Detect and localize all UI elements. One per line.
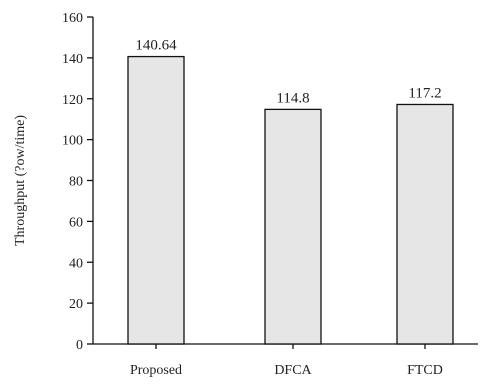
y-axis-title: Throughput (?ow/time) [13, 115, 28, 246]
x-tick-label: FTCD [407, 363, 443, 378]
y-tick-label: 20 [69, 297, 83, 312]
bar-ftcd [396, 103, 454, 345]
x-tick-label: Proposed [130, 363, 182, 378]
data-label: 117.2 [408, 85, 441, 101]
data-labels: 140.64 114.8 117.2 [135, 38, 441, 107]
y-tick-label: 160 [62, 11, 83, 26]
bar-proposed [127, 55, 185, 345]
y-tick-label: 120 [62, 93, 83, 108]
data-label: 114.8 [276, 90, 309, 106]
y-tick-label: 100 [62, 134, 83, 149]
y-tick-label: 0 [76, 338, 83, 353]
y-ticks: 0 20 40 60 80 100 120 140 160 [62, 11, 93, 353]
y-tick-label: 60 [69, 215, 83, 230]
bar-dfca [264, 108, 322, 345]
x-axis: Proposed DFCA FTCD [93, 343, 478, 378]
y-tick-label: 40 [69, 256, 83, 271]
y-axis: 0 20 40 60 80 100 120 140 160 [62, 11, 94, 353]
x-ticks: Proposed DFCA FTCD [130, 344, 443, 378]
y-tick-label: 80 [69, 175, 83, 190]
bars [127, 55, 454, 345]
x-tick-label: DFCA [274, 363, 312, 378]
y-tick-label: 140 [62, 52, 83, 67]
data-label: 140.64 [135, 38, 177, 54]
